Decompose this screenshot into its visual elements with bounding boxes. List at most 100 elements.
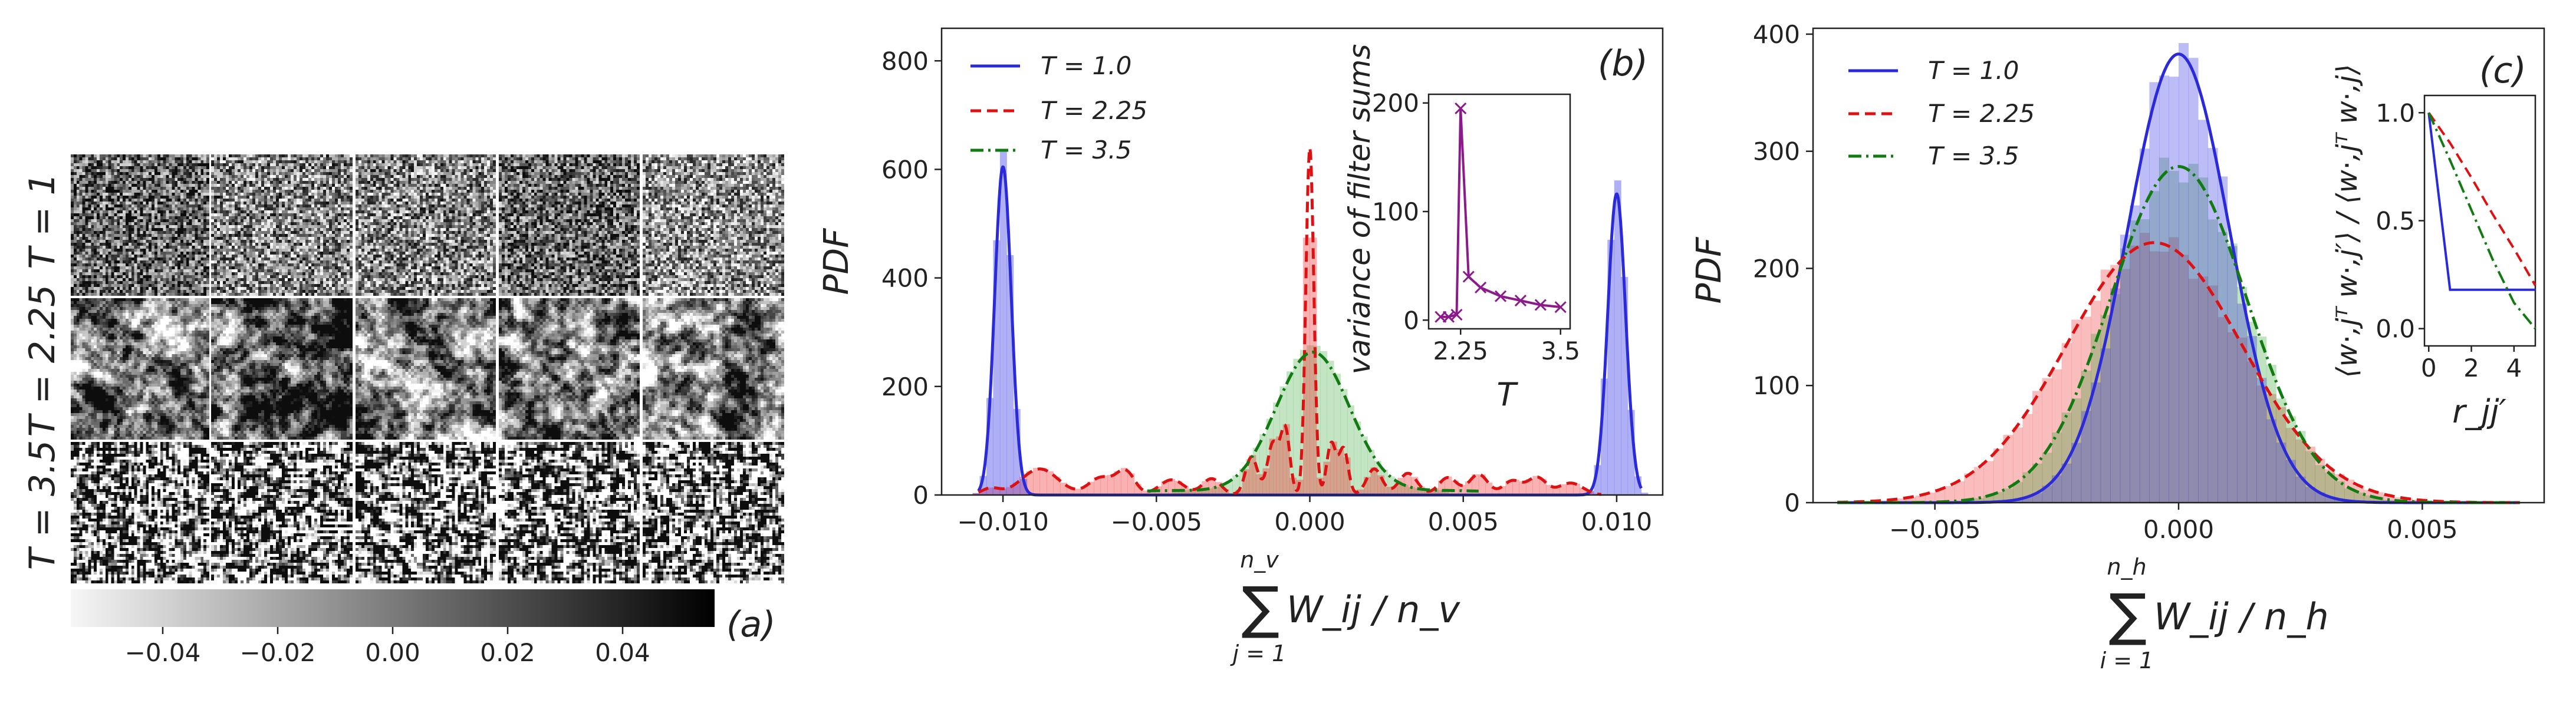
panel-b-inset-frame <box>1427 93 1571 330</box>
panel-c-hist-bar-t35 <box>2110 294 2121 503</box>
panel-b-inset-xlabel: T <box>1497 376 1519 413</box>
panel-b-ylabel: PDF <box>816 227 856 295</box>
panel-b-hist-bar-t225 <box>1127 473 1135 495</box>
panel-c-hist-bar-t1 <box>2276 443 2287 503</box>
panel-b-hist-bar-t225 <box>1094 477 1101 495</box>
panel-b-hist-bar-t1 <box>973 493 981 495</box>
panel-c-hist-bar-t1 <box>2022 497 2033 503</box>
row-label-t1: T = 1 <box>22 173 63 269</box>
panel-c-hist-bar-t225 <box>2061 343 2072 503</box>
panel-c-hist-bar-t1 <box>2061 463 2072 503</box>
panel-b-hist-bar-t35 <box>1205 488 1213 495</box>
panel-c-curve-t35 <box>1837 165 2521 504</box>
panel-c-ytick-label: 100 <box>1753 371 1800 400</box>
panel-c-ylabel-text: PDF <box>1689 236 1729 304</box>
panel-c-hist-bar-t35 <box>2198 177 2209 503</box>
panel-b-xlabel: n_v ∑ j = 1 W_ij / n_v <box>1230 547 1461 666</box>
panel-c-hist-bar-t1 <box>2169 77 2179 503</box>
panel-b-hist-bar-t35 <box>1212 487 1219 495</box>
panel-b-distribution: −0.010 −0.005 0.000 0.005 0.010 0 200 400 600 800… <box>816 27 1664 666</box>
panel-b-inset-marker <box>1494 290 1507 302</box>
panel-b-inset-ylabel-text: variance of filter sums <box>1343 44 1377 375</box>
panel-c-hist-bar-t1 <box>2237 303 2248 503</box>
filter-tile-t225-1 <box>71 298 209 440</box>
panel-b-hist-bar-t225 <box>1087 481 1094 495</box>
panel-b-inset-xtick-label: 2.25 <box>1433 336 1488 365</box>
panel-c-hist-bar-t1 <box>2081 411 2091 503</box>
panel-c-hist-bar-t35 <box>2276 398 2287 503</box>
panel-c-distribution: −0.005 0.000 0.005 0 100 200 300 400 PDF n_h ∑ … <box>1689 20 2545 674</box>
panel-c-hist-bar-t35 <box>2373 498 2384 503</box>
panel-b-hist-bar-t35 <box>1421 489 1429 495</box>
panel-c-hist-bar-t225 <box>2149 251 2160 503</box>
panel-b-hist-bar-t35 <box>1178 490 1186 495</box>
panel-b-inset-marker-stroke <box>1475 281 1487 294</box>
panel-b-hist-bar-t225 <box>1067 487 1074 495</box>
panel-c-hist-bar-t225 <box>2295 439 2306 503</box>
panel-b-inset-marker <box>1475 281 1487 294</box>
panel-b-hist-bar-t225 <box>1438 480 1445 495</box>
panel-c-hist-bar-t1 <box>2207 148 2218 503</box>
panel-b-inset-marker-stroke <box>1462 270 1475 283</box>
panel-b-inset-curve <box>1440 108 1561 318</box>
panel-b-sum-upper: n_v <box>1240 547 1279 573</box>
panel-c-hist-bar-t225 <box>1983 461 1994 503</box>
panel-c-hist-bar-t225 <box>2334 474 2345 503</box>
panel-b-hist-bar-t225 <box>1364 477 1371 495</box>
panel-b-hist-bar-t225 <box>1073 489 1081 495</box>
colorbar-tick-label: 0.00 <box>365 638 420 667</box>
panel-b-ticks: −0.010 −0.005 0.000 0.005 0.010 0 200 400 600 800 <box>881 47 1652 536</box>
panel-b-hist-bar-t225 <box>1039 467 1047 495</box>
panel-b-ytick-label: 0 <box>913 481 929 510</box>
panel-c-hist-bar-t35 <box>2237 286 2248 503</box>
panel-c-hist-bar-t35 <box>2149 191 2160 503</box>
panel-b-hist-bar-t1 <box>979 476 987 495</box>
panel-c-hist-bar-t1 <box>2198 120 2209 503</box>
panel-c-hist-bar-t225 <box>2364 490 2374 503</box>
panel-b-hist-bar-t225 <box>1478 474 1486 495</box>
panel-b-hist-bar-t225 <box>1505 480 1513 495</box>
panel-b-hist-bar-t225 <box>1525 479 1533 495</box>
panel-b-hist-bar-t35 <box>1320 351 1328 495</box>
panel-b-hist-bar-t1 <box>1600 378 1608 495</box>
panel-c-hist-bar-t35 <box>2179 182 2189 503</box>
panel-b-inset-ticks: 2.25 3.5 0 100 200 <box>1372 89 1580 365</box>
colorbar-tick-label: 0.04 <box>595 638 650 667</box>
panel-c-hist-bar-t35 <box>2071 398 2082 503</box>
panel-c-ytick-label: 300 <box>1753 137 1800 166</box>
panel-c-xtick-label: −0.005 <box>1889 515 1980 544</box>
panel-b-hist-bar-t225 <box>1019 477 1027 495</box>
panel-b-xtick-label: −0.005 <box>1111 507 1202 536</box>
colorbar-tick-label: −0.02 <box>240 638 316 667</box>
panel-c-hist-bar-t225 <box>1896 498 1906 503</box>
panel-b-hist-bar-t35 <box>1360 436 1368 495</box>
panel-b-hist-bar-t225 <box>1147 490 1155 495</box>
panel-c-sum-lower: i = 1 <box>2100 648 2154 674</box>
row-label-t1-text: T = 1 <box>22 173 63 269</box>
panel-b-hist-bar-t35 <box>1192 490 1199 495</box>
panel-c-hist-bar-t225 <box>2237 337 2248 503</box>
panel-c-ticks: −0.005 0.000 0.005 0 100 200 300 400 <box>1753 20 2458 544</box>
panel-b-hist-bar-t225 <box>1262 468 1270 495</box>
panel-c-hist-bar-t1 <box>2130 205 2140 503</box>
panel-b-inset-ytick-label: 0 <box>1403 306 1419 335</box>
panel-c-ytick-label: 400 <box>1753 20 1800 49</box>
panel-c-inset-xtick-label: 0 <box>2421 354 2437 382</box>
panel-c-hist-bar-t1 <box>2305 487 2315 503</box>
panel-c-hist-bar-t225 <box>1964 473 1975 503</box>
panel-c-hist-bar-t35 <box>2169 171 2179 503</box>
panel-b-inset-series <box>1435 102 1567 323</box>
panel-b-hist-bar-t225 <box>1337 449 1344 495</box>
panel-b-hist-bar-t225 <box>1012 483 1020 495</box>
colorbar-tick-label: −0.04 <box>125 638 201 667</box>
filter-tile-t1-1 <box>71 154 209 296</box>
panel-b-hist-bar-t35 <box>1387 476 1395 495</box>
panel-b-hist-bar-t225 <box>1499 486 1506 495</box>
panel-c-hist-bar-t225 <box>2344 480 2355 503</box>
panel-b-xtick-label: 0.000 <box>1274 507 1345 536</box>
panel-c-hist-bar-t225 <box>2207 285 2218 503</box>
panel-c-hist-bar-t225 <box>2139 233 2150 503</box>
panel-b-hist-bar-t35 <box>1340 389 1348 495</box>
panel-c-xlabel-term: W_ij / n_h <box>2154 595 2329 638</box>
panel-b-hist-bar-t1 <box>1627 410 1635 495</box>
